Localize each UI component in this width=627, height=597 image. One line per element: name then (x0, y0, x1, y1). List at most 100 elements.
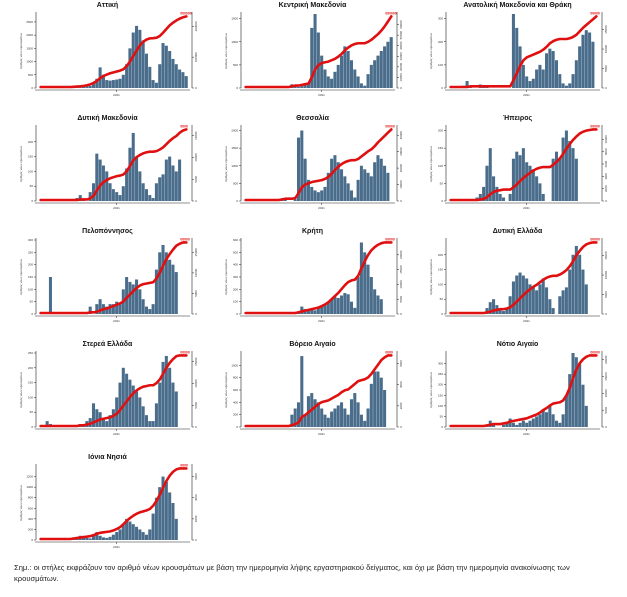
x-tick-label: 2021 (113, 319, 120, 323)
bar (581, 34, 585, 88)
bar (386, 41, 390, 88)
bar (366, 74, 370, 89)
bar (548, 299, 552, 314)
bar (121, 524, 125, 540)
x-tick-label: 2021 (318, 93, 325, 97)
bar (340, 402, 344, 427)
bar (151, 513, 155, 540)
y-tick-label: 200 (438, 129, 443, 133)
bar (488, 302, 492, 314)
bar (98, 535, 102, 540)
y-tick-label: 50 (440, 181, 444, 185)
bar (316, 192, 320, 201)
bar (95, 532, 99, 540)
bar (158, 64, 162, 88)
bar (571, 148, 575, 201)
y-tick-label: 600 (28, 506, 33, 510)
y-axis-title: Αριθμός νέων κρουσμάτων (19, 258, 23, 295)
y-tick-label: 1000 (231, 164, 238, 168)
bar (85, 86, 89, 88)
bar (296, 87, 301, 89)
bar (356, 179, 360, 201)
bar (525, 422, 529, 427)
bar (366, 408, 370, 427)
cumulative-line (39, 128, 188, 202)
y2-tick-label: 0 (399, 200, 403, 202)
bar (376, 55, 380, 89)
end-value-label: 0000 (180, 463, 188, 467)
bar (478, 193, 482, 201)
bar (174, 272, 178, 314)
y-tick-label: 200 (28, 366, 33, 370)
bar (316, 32, 320, 88)
bar (511, 158, 515, 201)
bar (131, 32, 135, 88)
y-axis-title: Αριθμός νέων κρουσμάτων (429, 371, 433, 408)
bar (379, 377, 383, 427)
y-tick-label: 100 (233, 300, 238, 304)
bar (95, 304, 99, 314)
bar (115, 532, 119, 540)
end-value-label: 00000 (385, 237, 395, 241)
bar (168, 156, 172, 201)
bar (174, 171, 178, 201)
y-tick-label: 0 (441, 425, 443, 429)
y-axis-title: Αριθμός νέων κρουσμάτων (224, 258, 228, 295)
bar (178, 159, 182, 201)
bar (148, 309, 152, 314)
y2-tick-label: 30000 (399, 52, 403, 61)
bar (293, 199, 297, 201)
bar (511, 422, 515, 427)
end-value-label: 00000 (590, 124, 600, 128)
y-tick-label: 250 (28, 250, 33, 254)
bar (111, 534, 115, 540)
bar (82, 86, 86, 88)
bar (353, 307, 357, 314)
y2-tick-label: 10000 (604, 135, 608, 144)
y2-tick-label: 0 (194, 87, 198, 89)
chart-panel: 00000 0 500 1000 1500 2000 Αριθμός νέων κρουσμ… (210, 113, 415, 225)
x-tick-label: 2021 (523, 206, 530, 210)
cumulative-line (449, 15, 598, 89)
bar (383, 46, 387, 89)
y2-tick-label: 40000 (399, 131, 403, 140)
bar (363, 420, 367, 427)
bar (558, 158, 562, 201)
y2-tick-label: 10000 (399, 280, 403, 289)
bar (171, 503, 175, 540)
bar (366, 172, 370, 201)
y2-tick-label: 2000 (399, 402, 403, 409)
bar (346, 51, 350, 88)
bar (95, 409, 99, 427)
bar (313, 190, 317, 201)
bar (88, 306, 92, 314)
bar (525, 278, 529, 314)
y-tick-label: 400 (28, 517, 33, 521)
bar (498, 308, 502, 314)
bar (541, 193, 545, 201)
y-tick-label: 0 (31, 425, 33, 429)
y-axis-title: Αριθμός νέων κρουσμάτων (429, 145, 433, 182)
bar (389, 37, 393, 89)
bar (369, 64, 373, 89)
y-tick-label: 150 (438, 393, 443, 397)
y-tick-label: 150 (28, 275, 33, 279)
x-tick-label: 2021 (113, 93, 120, 97)
bar (303, 158, 307, 201)
bar (561, 414, 565, 427)
y-tick-label: 250 (28, 351, 33, 355)
bar (91, 84, 96, 88)
y-tick-label: 200 (233, 287, 238, 291)
bar (353, 69, 357, 88)
y2-tick-label: 15000 (604, 25, 608, 34)
bar (492, 424, 496, 427)
y-tick-label: 600 (233, 388, 238, 392)
y2-tick-label: 0 (399, 426, 403, 428)
bar (95, 78, 99, 88)
chart-panel: 00000 0 50 100 150 200 Αριθμός νέων κρουσμάτων… (415, 113, 620, 225)
bar (310, 27, 314, 89)
